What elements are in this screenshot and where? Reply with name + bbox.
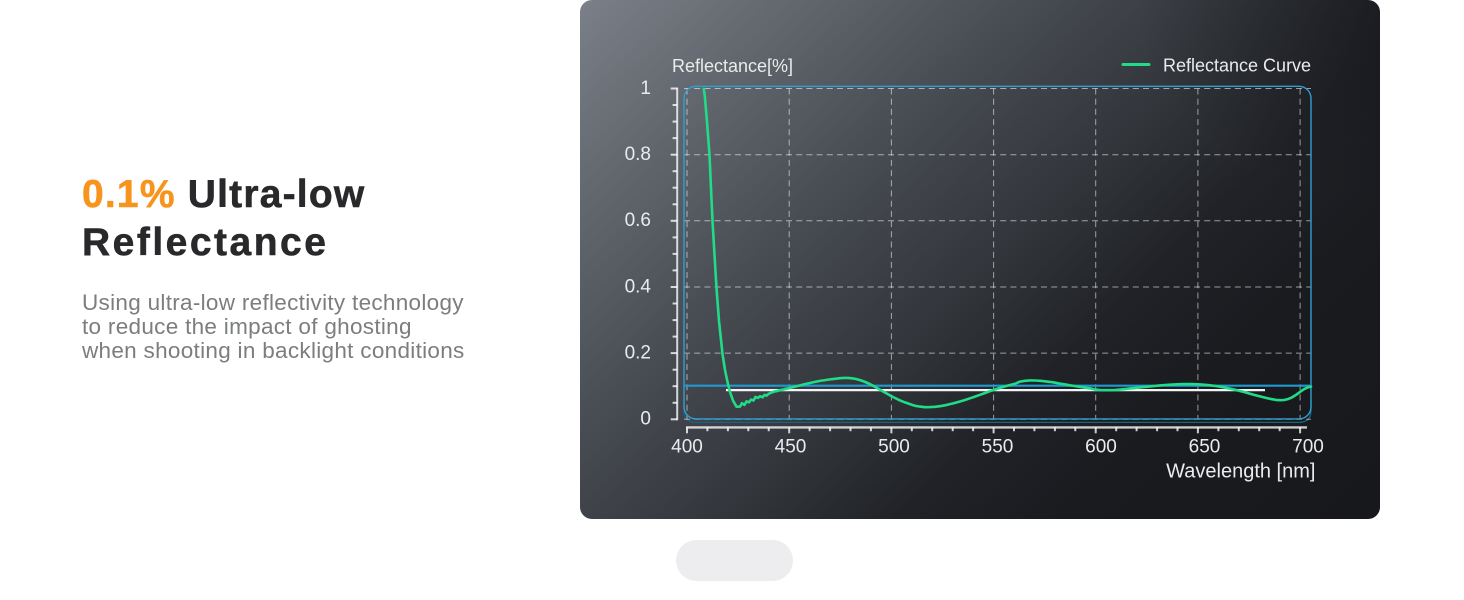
svg-text:Reflectance[%]: Reflectance[%] xyxy=(672,56,793,76)
svg-text:Wavelength [nm]: Wavelength [nm] xyxy=(1166,460,1315,482)
svg-text:0.2: 0.2 xyxy=(625,342,651,363)
svg-text:Reflectance Curve: Reflectance Curve xyxy=(1163,56,1311,76)
svg-text:0.4: 0.4 xyxy=(625,276,652,297)
svg-text:450: 450 xyxy=(775,437,807,458)
svg-text:0: 0 xyxy=(640,409,651,430)
svg-text:500: 500 xyxy=(878,437,910,458)
svg-text:0.6: 0.6 xyxy=(625,210,651,231)
svg-text:550: 550 xyxy=(982,437,1014,458)
svg-text:400: 400 xyxy=(671,437,703,458)
svg-text:1: 1 xyxy=(640,78,651,99)
svg-text:650: 650 xyxy=(1189,437,1221,458)
svg-text:700: 700 xyxy=(1292,437,1324,458)
svg-text:0.8: 0.8 xyxy=(625,144,651,165)
svg-text:600: 600 xyxy=(1085,437,1117,458)
